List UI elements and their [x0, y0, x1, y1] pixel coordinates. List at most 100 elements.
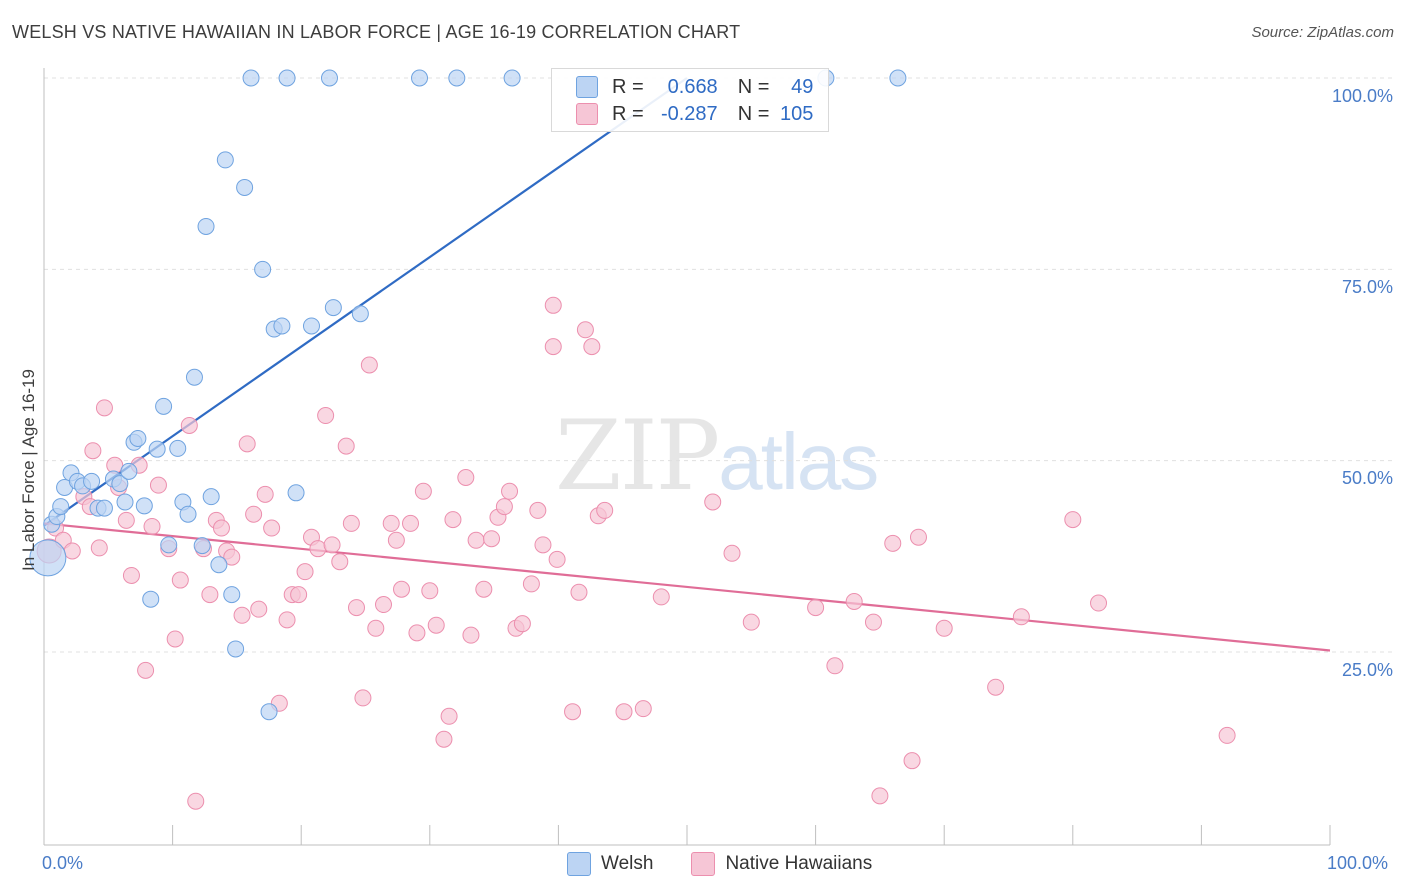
- hawaiian-point: [323, 536, 341, 554]
- hawaiian-point: [1218, 726, 1236, 744]
- hawaiian-point: [317, 407, 335, 425]
- hawaiian-point: [347, 599, 365, 617]
- hawaiian-point: [871, 787, 889, 805]
- hawaiian-point: [375, 596, 393, 614]
- hawaiian-point: [245, 505, 263, 523]
- hawaiian-point: [354, 689, 372, 707]
- welsh-point: [179, 505, 197, 523]
- welsh-point: [202, 488, 220, 506]
- hawaiian-point: [903, 752, 921, 770]
- hawaiian-legend-swatch: [691, 852, 716, 876]
- welsh-legend-swatch: [567, 852, 591, 876]
- hawaiian-point: [864, 613, 882, 631]
- y-tick-label: 50.0%: [1341, 468, 1393, 488]
- hawaiian-point: [360, 356, 378, 374]
- welsh-point: [448, 69, 466, 87]
- hawaiian-point: [117, 511, 135, 529]
- welsh-point: [260, 703, 278, 721]
- hawaiian-point: [457, 469, 475, 487]
- hawaiian-point: [223, 548, 241, 566]
- hawaiian-point: [615, 703, 633, 721]
- welsh-point: [111, 475, 129, 493]
- hawaiian-point: [884, 534, 902, 552]
- welsh-point: [242, 69, 260, 87]
- hawaiian-point: [337, 437, 355, 455]
- legend-n-value: 49: [791, 75, 814, 98]
- hawaiian-point: [440, 707, 458, 725]
- hawaiian-point: [180, 416, 198, 434]
- welsh-point: [351, 305, 369, 323]
- hawaiian-point: [331, 553, 349, 571]
- hawaiian-point: [444, 511, 462, 529]
- welsh-point: [83, 472, 101, 490]
- hawaiian-point: [596, 501, 614, 519]
- hawaiian-point: [122, 566, 140, 584]
- welsh-point: [273, 317, 291, 335]
- hawaiian-point: [238, 435, 256, 453]
- welsh-point: [185, 368, 203, 386]
- series-legend: Welsh Native Hawaiians: [567, 852, 872, 876]
- legend-r-label: R =: [612, 75, 644, 98]
- welsh-point: [116, 493, 134, 511]
- hawaiian-point: [935, 619, 953, 637]
- hawaiian-point: [475, 580, 493, 598]
- welsh-point: [52, 498, 70, 516]
- stats-legend: R = 0.668 N = 49 R = -0.287 N = 105: [551, 68, 829, 132]
- chart-title: WELSH VS NATIVE HAWAIIAN IN LABOR FORCE …: [12, 22, 741, 42]
- data-points: [29, 69, 1236, 810]
- welsh-point: [193, 537, 211, 555]
- hawaiian-point: [421, 582, 439, 600]
- hawaiian-point: [309, 540, 327, 558]
- hawaiian-point: [143, 517, 161, 535]
- welsh-legend-label: Welsh: [601, 853, 654, 874]
- hawaiian-point: [576, 321, 594, 339]
- legend-r-label: R =: [612, 102, 644, 125]
- hawaiian-point: [909, 528, 927, 546]
- axes: [43, 68, 1331, 846]
- welsh-point: [302, 317, 320, 335]
- hawaiian-trend-line: [43, 522, 1331, 652]
- hawaiian-swatch: [576, 103, 598, 125]
- hawaiian-point: [495, 498, 513, 516]
- welsh-point: [197, 217, 215, 235]
- hawaiian-point: [290, 586, 308, 604]
- legend-row-hawaiian: R = -0.287 N = 105: [576, 101, 813, 127]
- watermark-zip: ZIP: [555, 400, 720, 512]
- welsh-point: [210, 556, 228, 574]
- hawaiian-point: [263, 519, 281, 537]
- hawaiian-point: [201, 586, 219, 604]
- hawaiian-point: [570, 583, 588, 601]
- legend-row-welsh: R = 0.668 N = 49: [576, 74, 813, 100]
- hawaiian-point: [233, 606, 251, 624]
- x-tick-label: 100.0%: [1327, 853, 1389, 873]
- hawaiian-point: [84, 442, 102, 460]
- hawaiian-point: [427, 616, 445, 634]
- watermark: ZIPatlas: [555, 400, 879, 512]
- welsh-swatch: [576, 76, 598, 98]
- hawaiian-point: [382, 514, 400, 532]
- hawaiian-point: [548, 550, 566, 568]
- hawaiian-point: [634, 700, 652, 718]
- legend-r-value: 0.668: [662, 75, 718, 98]
- hawaiian-point: [826, 657, 844, 675]
- hawaiian-point: [501, 482, 519, 500]
- hawaiian-point: [704, 493, 722, 511]
- welsh-point: [135, 497, 153, 515]
- welsh-point: [29, 539, 67, 577]
- y-axis-label: In Labor Force | Age 16-19: [19, 369, 38, 571]
- watermark-atlas: atlas: [718, 417, 879, 506]
- hawaiian-point: [652, 588, 670, 606]
- hawaiian-point: [987, 678, 1005, 696]
- welsh-point: [254, 260, 272, 278]
- hawaiian-point: [522, 575, 540, 593]
- y-tick-label: 75.0%: [1341, 277, 1393, 297]
- welsh-point: [278, 69, 296, 87]
- hawaiian-point: [342, 514, 360, 532]
- hawaiian-point: [256, 485, 274, 503]
- hawaiian-point: [467, 531, 485, 549]
- hawaiian-point: [149, 476, 167, 494]
- welsh-point: [227, 640, 245, 658]
- welsh-point: [503, 69, 521, 87]
- y-tick-label: 100.0%: [1331, 86, 1393, 106]
